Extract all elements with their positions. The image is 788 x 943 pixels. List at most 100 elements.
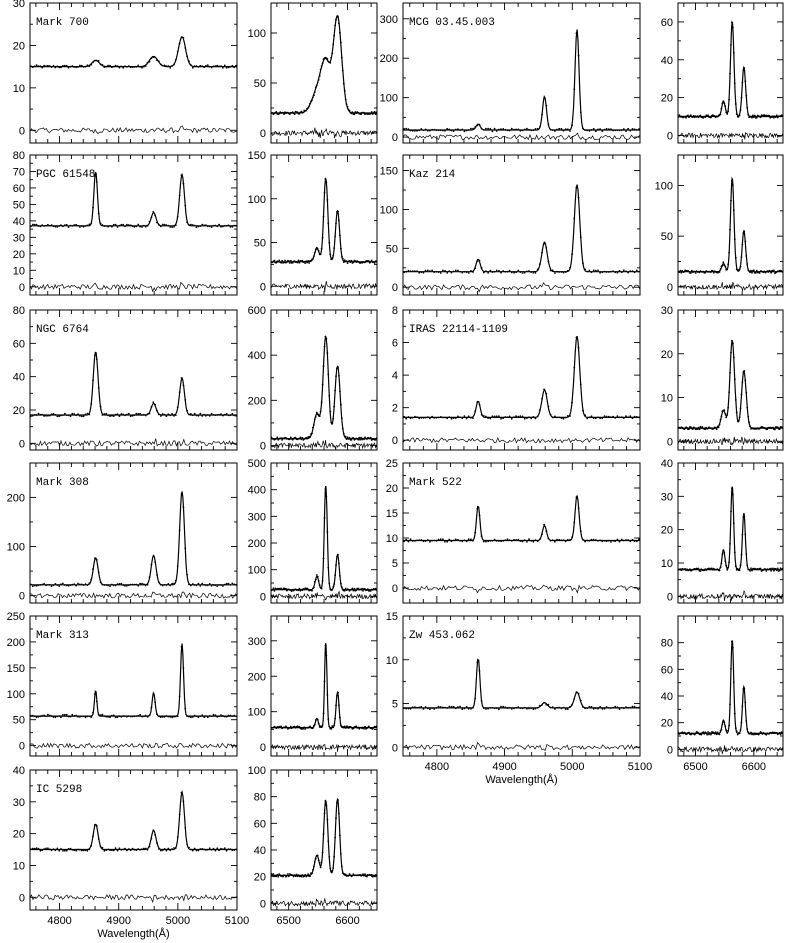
data-point <box>126 849 128 852</box>
data-point <box>300 110 303 113</box>
residual-line <box>402 436 641 444</box>
data-point <box>222 414 224 417</box>
data-point <box>101 224 104 226</box>
data-point <box>629 129 632 132</box>
y-tick-label: 20 <box>254 872 266 884</box>
data-point <box>86 715 89 718</box>
data-point <box>122 848 125 851</box>
data-point <box>429 270 431 272</box>
data-point <box>700 733 703 736</box>
data-point <box>122 66 125 69</box>
data-point <box>450 540 453 543</box>
data-point <box>47 414 49 417</box>
data-point <box>603 707 606 710</box>
data-point <box>340 853 342 855</box>
y-tick-label: 15 <box>386 508 398 520</box>
data-point <box>465 129 468 132</box>
data-point <box>126 223 128 226</box>
x-tick-label: 5100 <box>628 761 652 773</box>
data-point <box>560 417 563 419</box>
x-tick-label: 5100 <box>225 915 249 927</box>
data-point <box>731 640 733 643</box>
data-point <box>161 584 164 587</box>
data-point <box>216 847 219 850</box>
data-point <box>227 848 230 850</box>
data-point <box>732 209 735 212</box>
data-point <box>218 849 221 852</box>
model-fit-line <box>271 15 377 114</box>
data-point <box>319 866 322 869</box>
data-point <box>745 94 748 97</box>
data-point <box>633 128 636 131</box>
data-point <box>80 64 83 67</box>
data-point <box>56 715 59 718</box>
data-point <box>355 589 358 592</box>
data-point <box>275 437 278 440</box>
data-point <box>144 584 147 587</box>
y-tick-label: 15 <box>386 611 398 623</box>
x-tick-label: 4800 <box>47 915 71 927</box>
data-point <box>178 813 181 816</box>
data-point <box>433 271 436 273</box>
data-point <box>313 424 315 426</box>
data-point <box>116 65 119 67</box>
data-point <box>218 65 221 68</box>
data-point <box>741 243 744 246</box>
y-tick-label: 0 <box>260 742 266 754</box>
data-point <box>176 565 179 567</box>
data-point <box>298 112 301 115</box>
model-fit-line <box>30 789 237 851</box>
data-point <box>735 113 738 115</box>
data-point <box>690 272 692 274</box>
data-point <box>129 849 132 852</box>
data-point <box>109 716 111 719</box>
data-point <box>599 417 601 420</box>
data-point <box>30 848 32 851</box>
data-point <box>616 129 619 132</box>
data-point <box>156 409 158 412</box>
data-point <box>84 225 87 227</box>
data-point <box>575 691 578 693</box>
data-point <box>144 714 147 717</box>
data-point <box>326 694 329 696</box>
data-point <box>197 716 200 719</box>
data-point <box>30 415 32 418</box>
data-point <box>753 269 755 272</box>
data-point <box>703 733 706 735</box>
data-point <box>141 414 143 416</box>
data-point <box>199 412 202 415</box>
data-point <box>588 416 591 419</box>
data-point <box>150 837 153 840</box>
model-fit-line <box>271 797 377 876</box>
data-point <box>176 836 179 838</box>
data-point <box>159 716 162 718</box>
data-point <box>328 241 331 244</box>
data-point <box>135 583 138 586</box>
data-point <box>603 415 606 417</box>
data-point <box>316 718 319 721</box>
data-point <box>778 569 781 572</box>
data-point <box>54 716 57 719</box>
data-point <box>94 175 96 178</box>
data-point <box>349 261 352 263</box>
data-point <box>220 714 222 717</box>
data-point <box>728 391 730 394</box>
x-tick-label: 5000 <box>560 761 584 773</box>
data-point <box>278 112 281 115</box>
data-point <box>697 567 700 570</box>
data-point <box>229 848 232 850</box>
data-point <box>517 415 520 418</box>
data-point <box>369 112 372 115</box>
data-point <box>191 224 194 226</box>
data-point <box>79 64 81 67</box>
data-point <box>320 725 323 728</box>
data-point <box>474 697 477 700</box>
data-point <box>485 415 487 418</box>
data-point <box>214 224 217 227</box>
data-point <box>124 414 126 417</box>
data-point <box>744 701 747 704</box>
data-point <box>485 540 487 543</box>
y-tick-label: 20 <box>661 349 673 361</box>
data-point <box>80 849 83 852</box>
